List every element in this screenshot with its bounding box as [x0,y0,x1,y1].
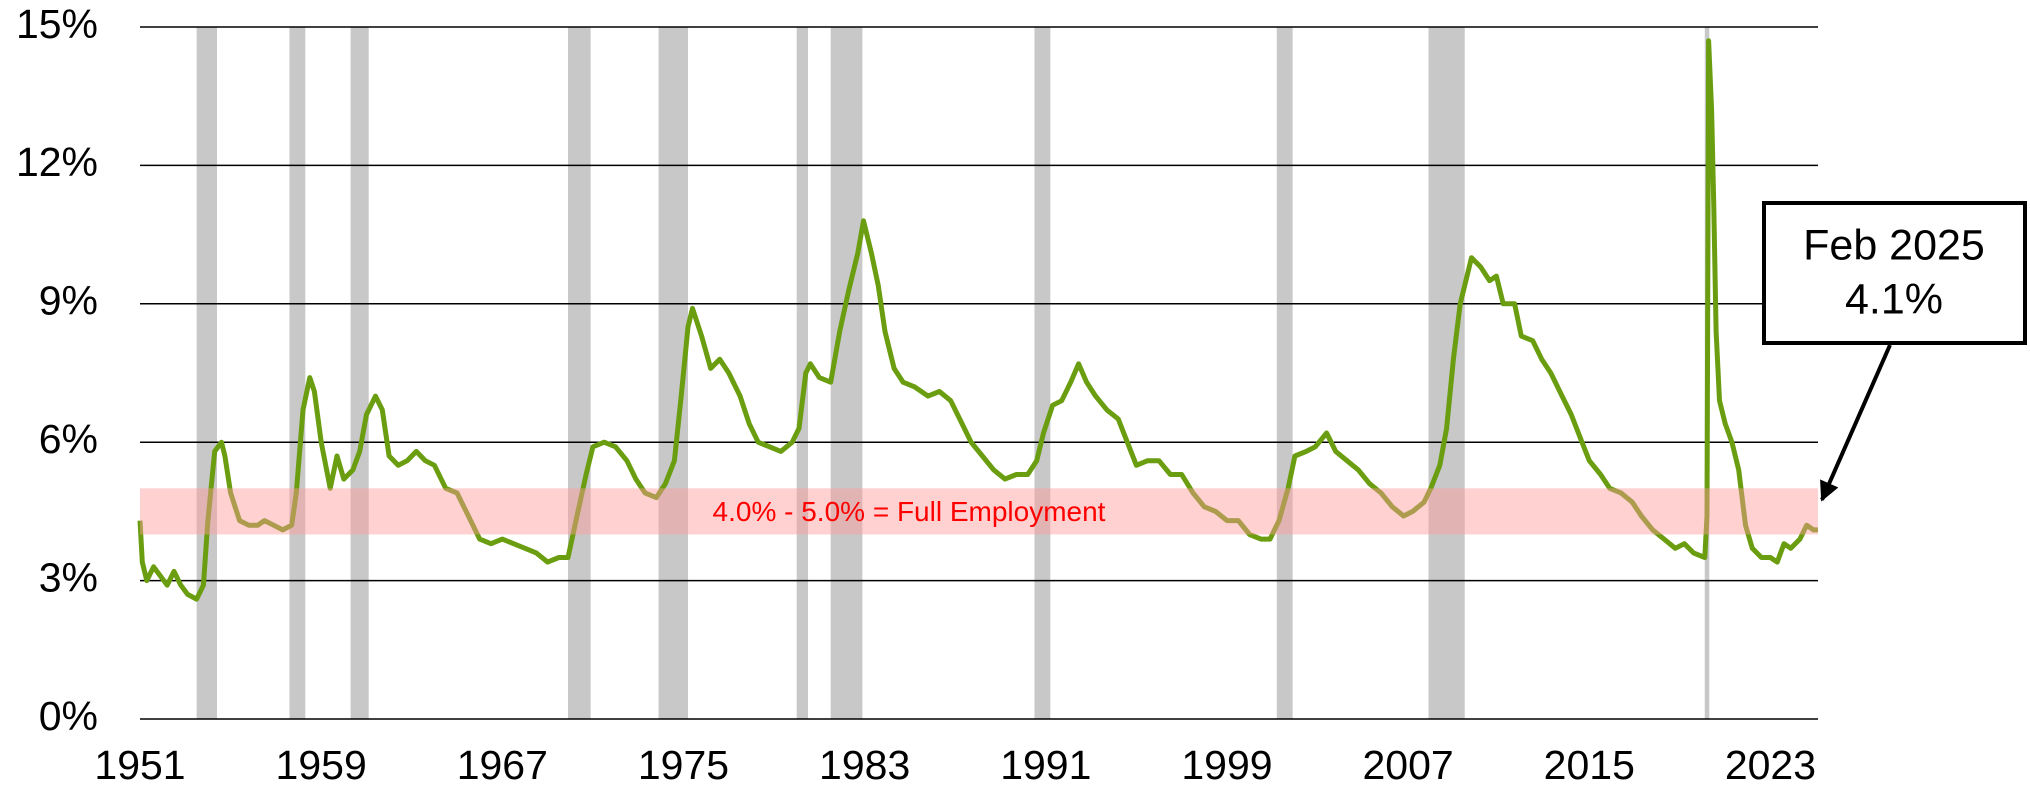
recession-shade [1276,27,1293,719]
x-tick-label: 1999 [1181,742,1272,788]
y-tick-label: 9% [39,278,98,324]
annotation-value: 4.1% [1845,275,1943,323]
x-tick-label: 1959 [276,742,367,788]
annotation-box [1762,201,2027,345]
x-tick-label: 1967 [457,742,548,788]
recession-shade [830,27,863,719]
x-tick-label: 1975 [638,742,729,788]
recession-shade [196,27,217,719]
recession-shade [1034,27,1051,719]
x-tick-label: 1991 [1000,742,1091,788]
y-tick-label: 3% [39,554,98,600]
x-tick-label: 1983 [819,742,910,788]
recession-shade [350,27,369,719]
recession-shade [1428,27,1465,719]
y-tick-label: 12% [16,139,98,185]
x-tick-label: 2007 [1363,742,1454,788]
x-tick-label: 2015 [1544,742,1635,788]
recession-shade [289,27,306,719]
y-tick-label: 6% [39,416,98,462]
x-tick-label: 2023 [1725,742,1816,788]
annotation-arrow [1820,344,1892,502]
x-tick-label: 1951 [94,742,185,788]
band-label: 4.0% - 5.0% = Full Employment [713,496,1106,527]
annotation-date: Feb 2025 [1803,221,1985,269]
recession-shade [796,27,809,719]
recession-shade [567,27,591,719]
y-tick-label: 15% [16,1,98,47]
y-tick-label: 0% [39,693,98,739]
full-employment-band [140,488,1818,535]
unemployment-line [137,38,1818,602]
